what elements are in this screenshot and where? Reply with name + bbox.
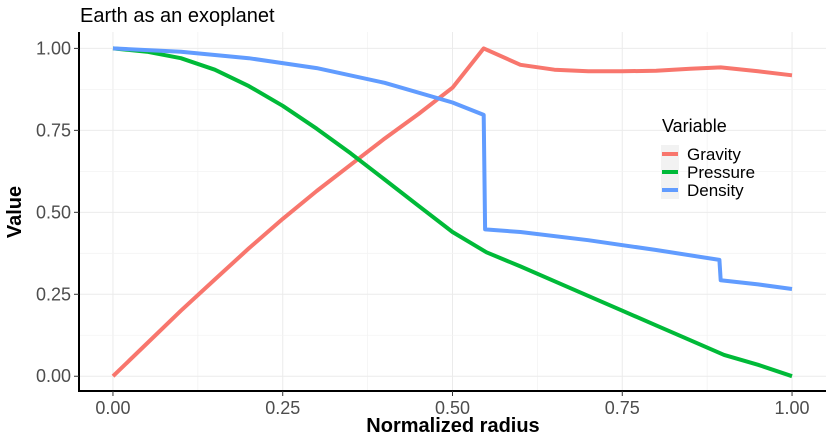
x-tick-label: 1.00	[775, 398, 810, 418]
legend-label-density: Density	[687, 181, 744, 200]
series-line-gravity	[111, 46, 793, 378]
legend-label-gravity: Gravity	[687, 145, 741, 164]
x-tick-label: 0.75	[605, 398, 640, 418]
x-tick-label: 0.00	[95, 398, 130, 418]
legend-title: Variable	[662, 116, 727, 136]
series-lines	[111, 46, 793, 379]
y-tick-label: 0.75	[36, 120, 71, 140]
x-tick-label: 0.25	[265, 398, 300, 418]
legend-label-pressure: Pressure	[687, 163, 755, 182]
grid-lines	[79, 32, 826, 391]
axis-ticks: 0.00 0.25 0.50 0.75 1.00 0.00 0.25 0.50 0.75 1.00	[36, 38, 810, 418]
y-tick-label: 0.50	[36, 202, 71, 222]
x-axis-title: Normalized radius	[366, 415, 539, 437]
y-tick-label: 0.00	[36, 366, 71, 386]
y-tick-label: 1.00	[36, 38, 71, 58]
chart-title: Earth as an exoplanet	[80, 5, 275, 27]
series-line-pressure	[112, 46, 793, 379]
x-tick-label: 0.50	[435, 398, 470, 418]
series-line-density	[112, 46, 793, 291]
y-tick-label: 0.25	[36, 284, 71, 304]
y-axis-title: Value	[4, 186, 26, 238]
